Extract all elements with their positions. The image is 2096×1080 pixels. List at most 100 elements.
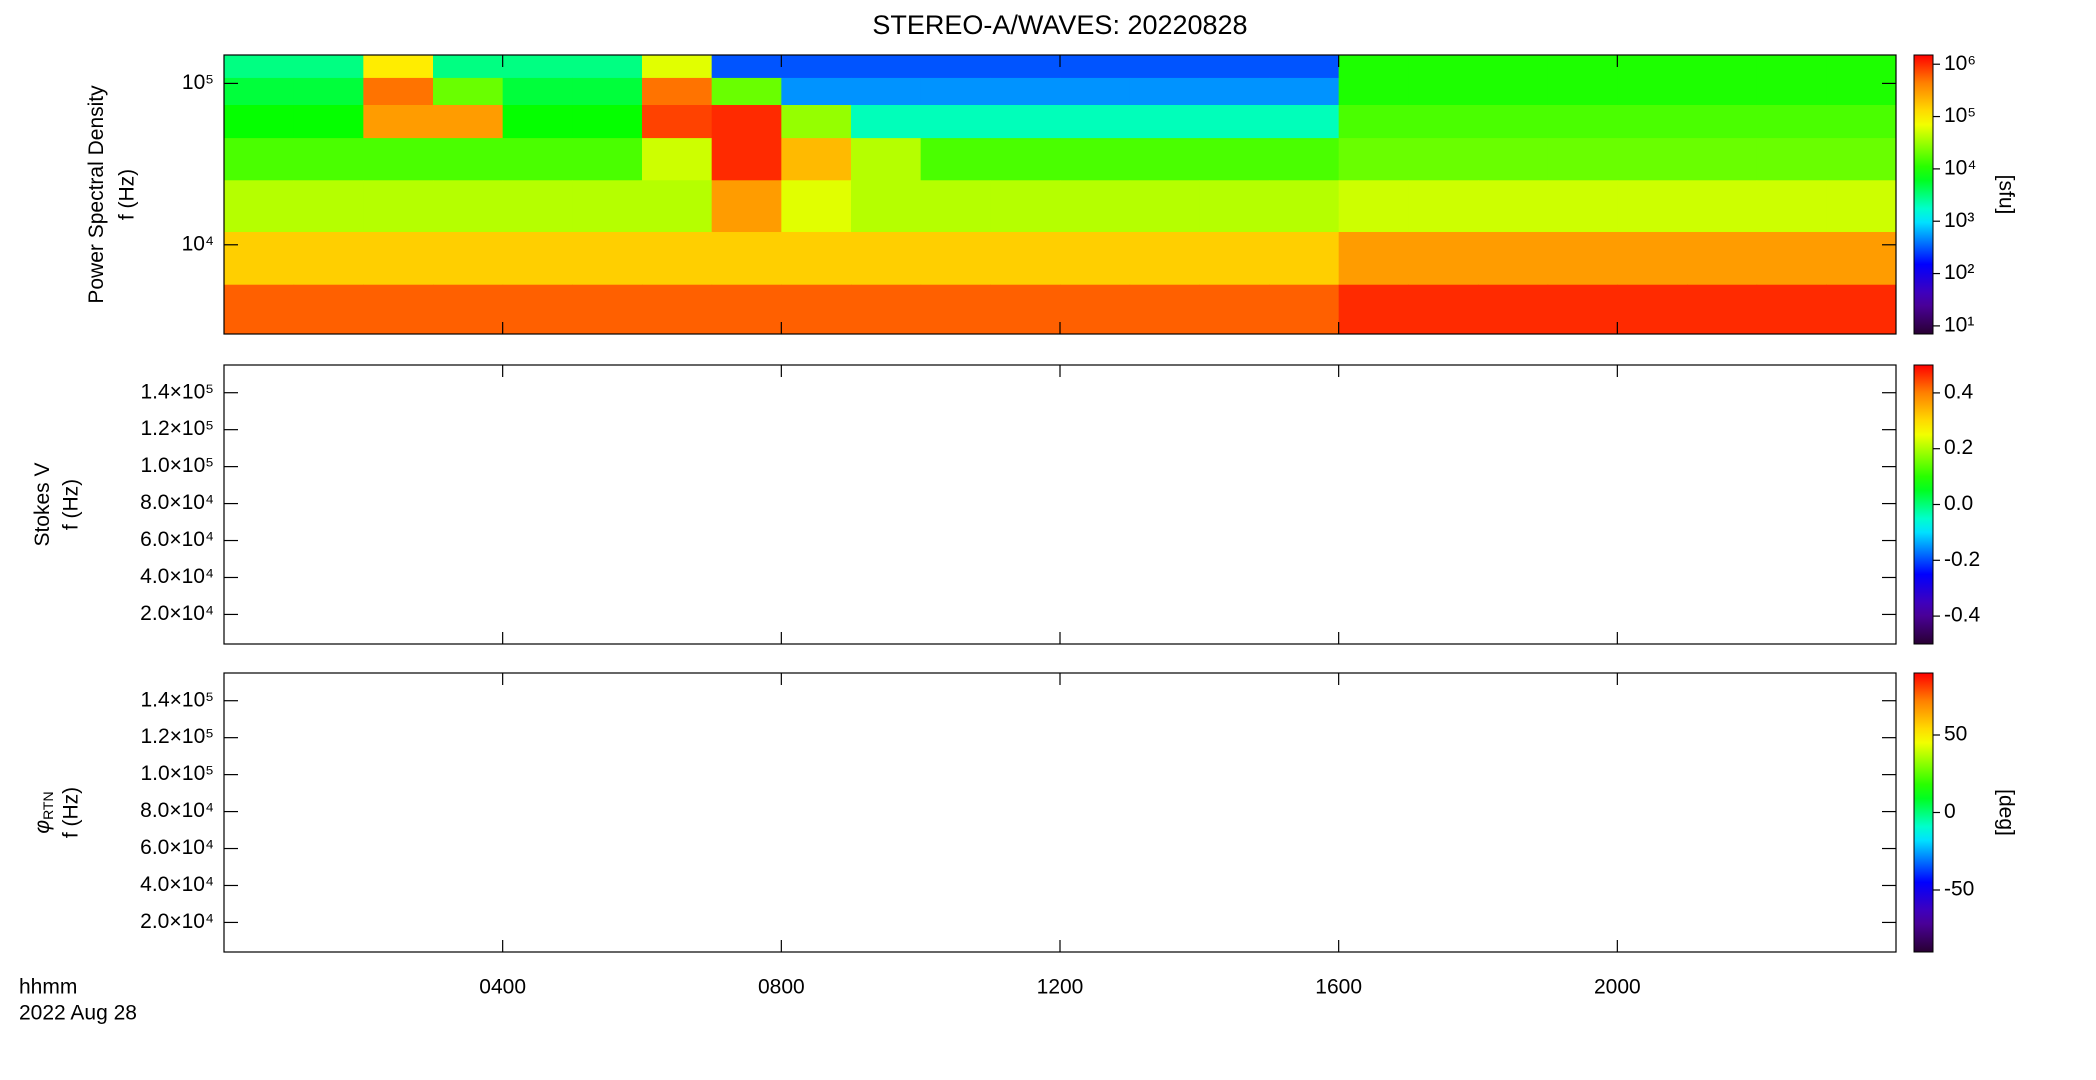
colorbar: [1913, 672, 1934, 953]
heatmap-cell: [224, 55, 295, 79]
heatmap-cell: [293, 105, 364, 139]
heatmap-cell: [293, 180, 364, 233]
heatmap-cell: [1547, 77, 1618, 106]
x-tick-label: 1200: [1037, 976, 1084, 999]
colorbar-tick-label: -50: [1944, 878, 1974, 901]
heatmap-cell: [293, 232, 364, 286]
heatmap-cell: [433, 180, 504, 233]
heatmap-cell: [293, 138, 364, 181]
heatmap-cell: [1199, 55, 1270, 79]
heatmap-cell: [1408, 232, 1479, 286]
heatmap-cell: [1478, 180, 1549, 233]
heatmap-cell: [642, 232, 713, 286]
heatmap-cell: [1687, 105, 1758, 139]
heatmap-cell: [224, 284, 295, 334]
heatmap-cell: [1617, 105, 1688, 139]
heatmap-cell: [363, 284, 434, 334]
colorbar-tick-label: 10¹: [1944, 313, 1974, 336]
heatmap-cell: [1269, 284, 1340, 334]
heatmap-cell: [920, 77, 991, 106]
heatmap-cell: [1199, 232, 1270, 286]
heatmap-cell: [1826, 138, 1896, 181]
heatmap-cell: [1129, 55, 1200, 79]
heatmap-cell: [293, 77, 364, 106]
plot-frame: [223, 672, 1897, 953]
heatmap-cell: [1826, 180, 1896, 233]
heatmap-cell: [363, 232, 434, 286]
heatmap-cell: [1478, 105, 1549, 139]
heatmap-cell: [224, 232, 295, 286]
y-tick-label: 10⁴: [182, 232, 214, 255]
heatmap-cell: [1199, 180, 1270, 233]
heatmap-cell: [1408, 77, 1479, 106]
heatmap-cell: [1547, 105, 1618, 139]
heatmap-cell: [920, 138, 991, 181]
x-tick-label: 2000: [1594, 976, 1641, 999]
heatmap-cell: [1687, 284, 1758, 334]
heatmap-cell: [920, 284, 991, 334]
heatmap-cell: [502, 77, 573, 106]
heatmap-cell: [1547, 180, 1618, 233]
heatmap-cell: [1269, 138, 1340, 181]
colorbar-tick-label: 10⁴: [1944, 156, 1976, 179]
heatmap-cell: [781, 180, 852, 233]
heatmap-cell: [224, 105, 295, 139]
heatmap-cell: [1826, 55, 1896, 79]
heatmap-cell: [1338, 232, 1409, 286]
heatmap-cell: [433, 232, 504, 286]
heatmap-cell: [1408, 105, 1479, 139]
heatmap-cell: [1826, 284, 1896, 334]
heatmap-cell: [1617, 55, 1688, 79]
heatmap-cell: [642, 284, 713, 334]
y-tick-label: 1.2×10⁵: [140, 725, 214, 748]
heatmap-cell: [920, 105, 991, 139]
heatmap-cell: [1478, 284, 1549, 334]
heatmap-cell: [363, 77, 434, 106]
heatmap-cell: [1129, 180, 1200, 233]
colorbar-label: [sfu]: [1994, 175, 2017, 215]
heatmap-cell: [990, 105, 1061, 139]
heatmap-cell: [572, 77, 643, 106]
heatmap-cell: [920, 232, 991, 286]
heatmap-cell: [851, 77, 922, 106]
heatmap-cell: [502, 284, 573, 334]
heatmap-cell: [572, 284, 643, 334]
heatmap-cell: [1478, 77, 1549, 106]
heatmap-cell: [1687, 232, 1758, 286]
heatmap-cell: [1826, 77, 1896, 106]
heatmap-cell: [1129, 232, 1200, 286]
y-tick-label: 6.0×10⁴: [140, 528, 214, 551]
heatmap-cell: [920, 180, 991, 233]
heatmap-cell: [990, 55, 1061, 79]
colorbar-tick-label: 0.2: [1944, 436, 1973, 459]
heatmap-cell: [1408, 180, 1479, 233]
heatmap-cell: [1687, 138, 1758, 181]
heatmap-cell: [433, 138, 504, 181]
heatmap-cell: [1060, 284, 1131, 334]
heatmap-cell: [851, 55, 922, 79]
heatmap-cell: [851, 180, 922, 233]
heatmap-cell: [572, 105, 643, 139]
heatmap-cell: [1756, 55, 1827, 79]
heatmap-cell: [711, 180, 782, 233]
heatmap-cell: [502, 232, 573, 286]
heatmap-cell: [642, 105, 713, 139]
heatmap-cell: [1826, 105, 1896, 139]
y-tick-label: 8.0×10⁴: [140, 799, 214, 822]
heatmap-cell: [1060, 55, 1131, 79]
colorbar: [1913, 54, 1934, 335]
heatmap-cell: [1060, 180, 1131, 233]
heatmap-cell: [502, 55, 573, 79]
plot-frame: [223, 364, 1897, 645]
heatmap-cell: [1617, 284, 1688, 334]
heatmap-cell: [990, 284, 1061, 334]
heatmap-cell: [1338, 284, 1409, 334]
x-axis-label: hhmm: [19, 976, 77, 999]
y-axis-label: f (Hz): [60, 787, 83, 838]
colorbar-tick-label: 50: [1944, 723, 1967, 746]
heatmap-cell: [1338, 105, 1409, 139]
heatmap-cell: [781, 284, 852, 334]
heatmap-cell: [572, 180, 643, 233]
colorbar-tick-label: 10⁶: [1944, 52, 1976, 75]
